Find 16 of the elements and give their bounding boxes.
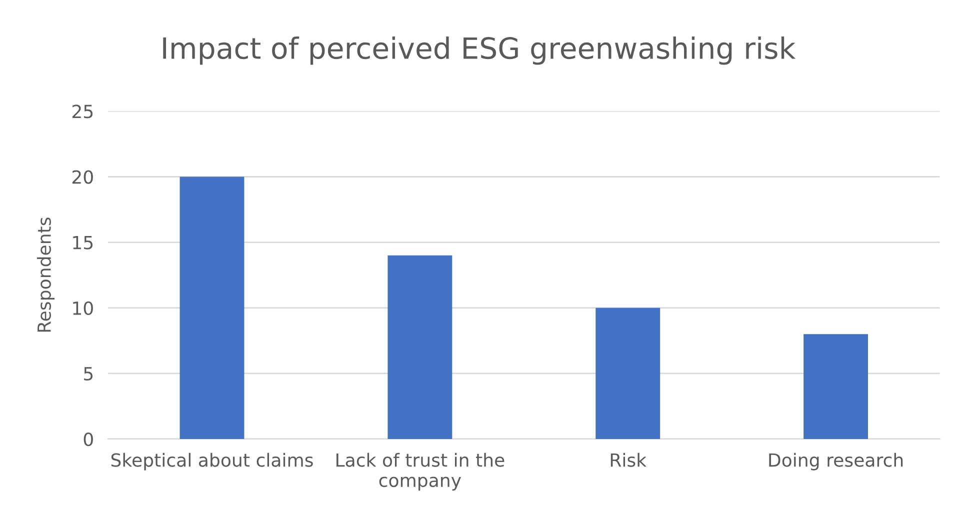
x-tick-label: Risk <box>610 452 647 467</box>
bar <box>804 334 868 439</box>
chart-title: Impact of perceived ESG greenwashing risk <box>163 36 796 65</box>
bar <box>388 255 452 439</box>
y-tick-label: 5 <box>84 367 93 381</box>
y-tick-label: 25 <box>72 104 93 118</box>
x-tick-label: Doing research <box>769 452 903 470</box>
y-tick-label: 15 <box>73 236 93 250</box>
bar <box>180 176 244 439</box>
bar <box>596 308 660 439</box>
y-tick-label: 0 <box>84 432 93 446</box>
y-tick-label: 10 <box>73 301 93 315</box>
x-tick-label: Skeptical about claims <box>111 452 313 470</box>
x-tick-label: Lack of trust in the company <box>336 452 504 491</box>
y-tick-label: 20 <box>72 170 93 184</box>
y-axis-title: Respondents <box>37 218 54 332</box>
